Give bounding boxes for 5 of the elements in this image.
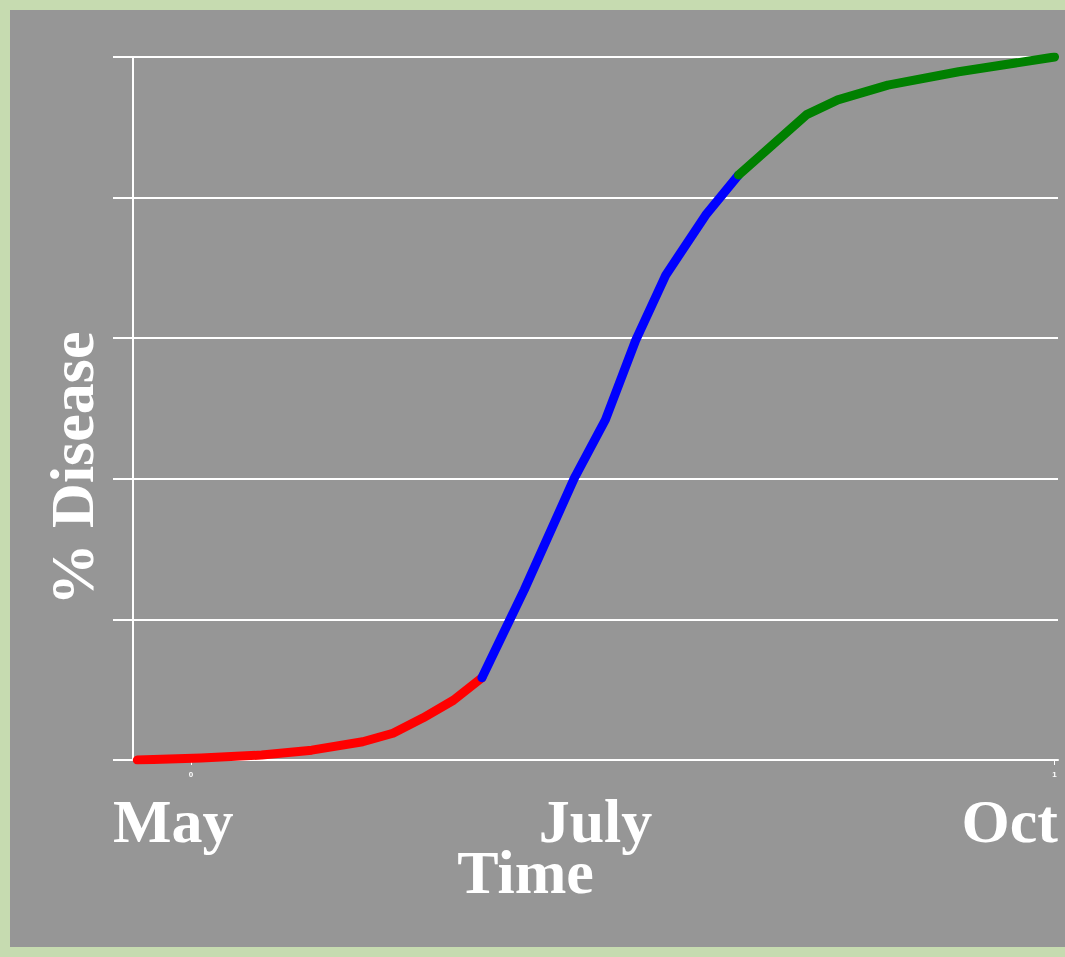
x-tick-label: 1 <box>1052 769 1058 779</box>
x-tick-label: 0 <box>188 769 194 779</box>
text: May <box>113 787 234 855</box>
y-axis-title: % Disease <box>38 331 106 606</box>
text: Oct <box>961 787 1059 855</box>
